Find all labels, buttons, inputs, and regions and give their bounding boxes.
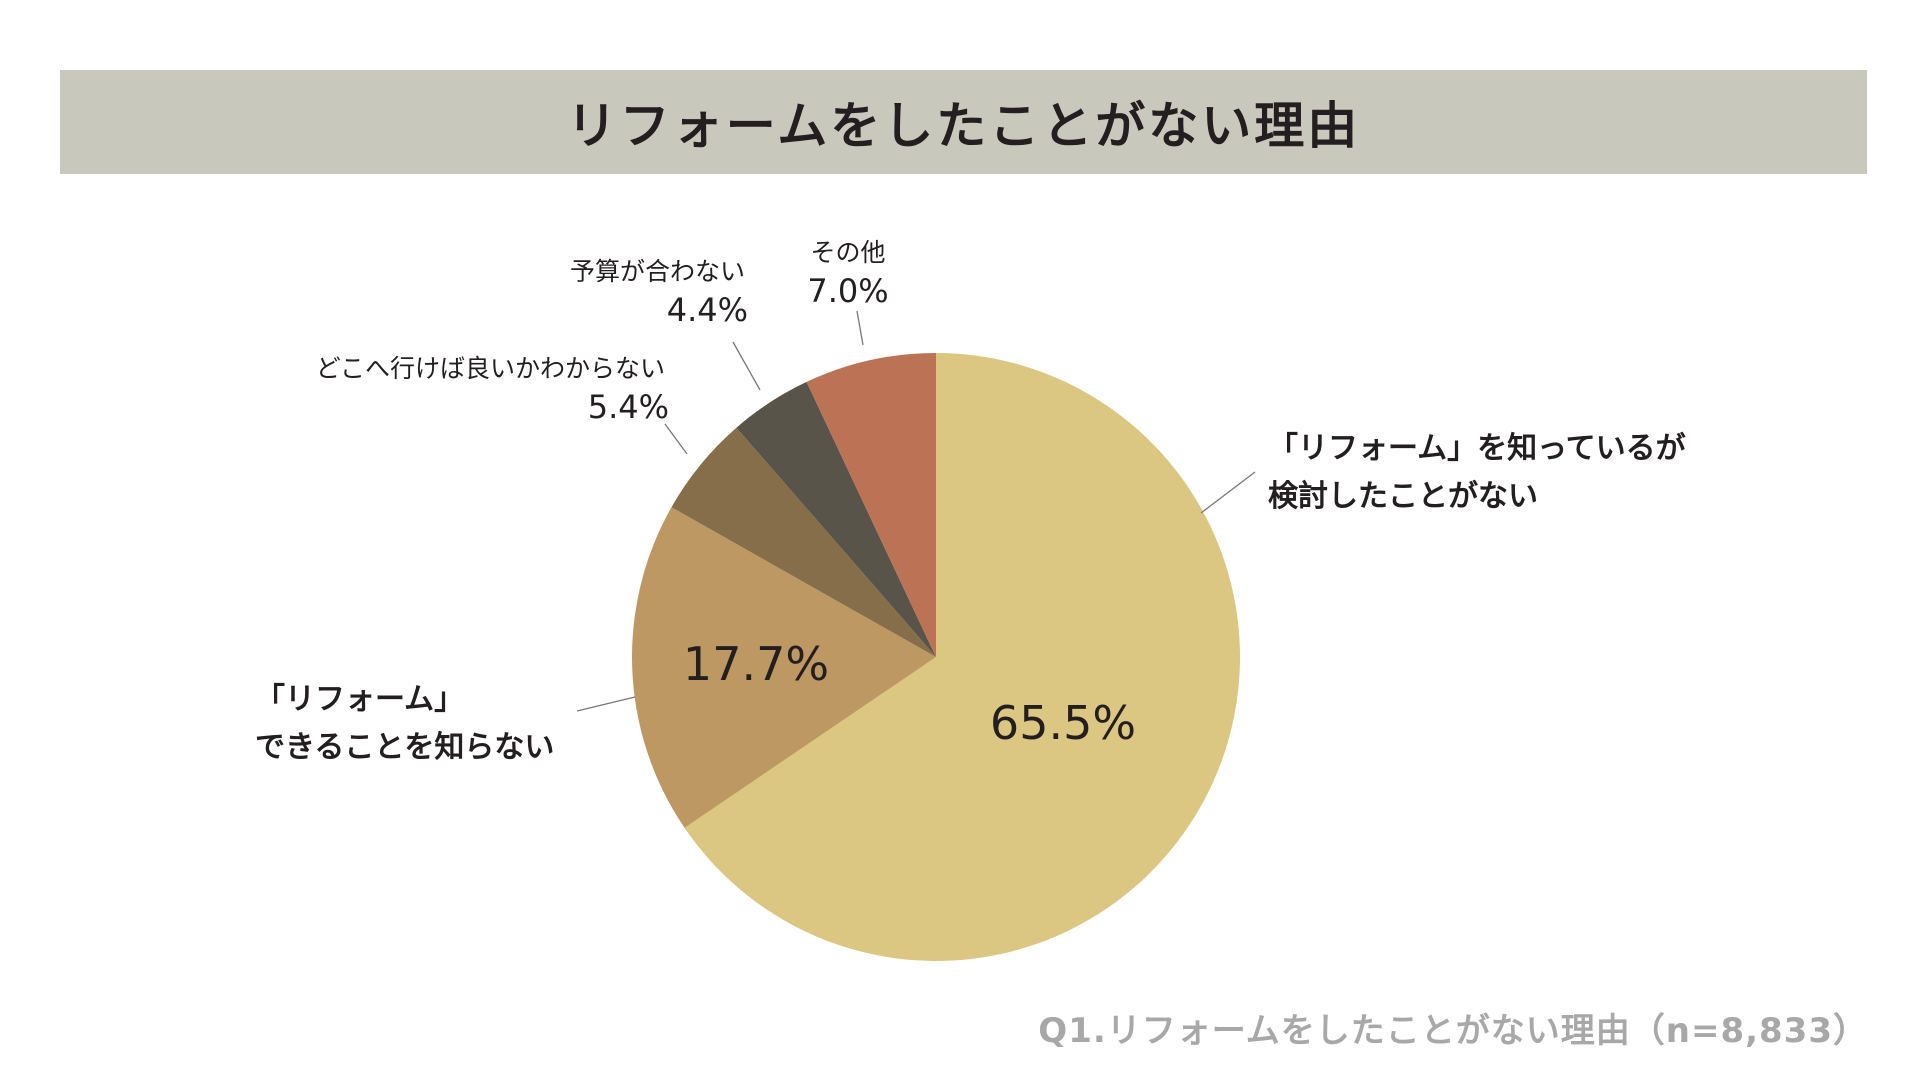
slice-label-0-line-0: 「リフォーム」を知っているが (1268, 431, 1686, 466)
pie-slice-4 (806, 353, 936, 657)
leader-line-4 (856, 310, 864, 346)
pie-slice-0 (684, 353, 1241, 962)
leader-line-1 (576, 696, 636, 712)
slice-label-1-line-0: 「リフォーム」 (255, 682, 464, 717)
slice-label-0-line-1: 検討したことがない (1268, 479, 1538, 514)
slice-value-0: 65.5% (990, 696, 1136, 750)
pie-slice-3 (736, 381, 936, 657)
slice-value-2: 5.4% (588, 388, 669, 426)
slice-value-3: 4.4% (667, 291, 748, 329)
slice-label-3-line-0: 予算が合わない (570, 257, 745, 286)
chart-title: リフォームをしたことがない理由 (566, 97, 1361, 155)
pie-slice-2 (671, 427, 936, 657)
pie-slice-1 (631, 507, 936, 828)
leader-line-2 (664, 423, 688, 455)
leader-line-3 (732, 341, 761, 391)
footnote: Q1.リフォームをしたことがない理由（n=8,833） (1038, 1011, 1868, 1051)
leader-line-0 (1200, 471, 1256, 514)
slice-label-4-line-0: その他 (810, 238, 885, 267)
slice-value-1: 17.7% (683, 637, 829, 691)
slice-label-1-line-1: できることを知らない (255, 730, 554, 765)
slice-value-4: 7.0% (807, 272, 888, 310)
title-band: リフォームをしたことがない理由 (60, 70, 1867, 174)
slice-label-2-line-0: どこへ行けば良いかわからない (316, 354, 665, 383)
